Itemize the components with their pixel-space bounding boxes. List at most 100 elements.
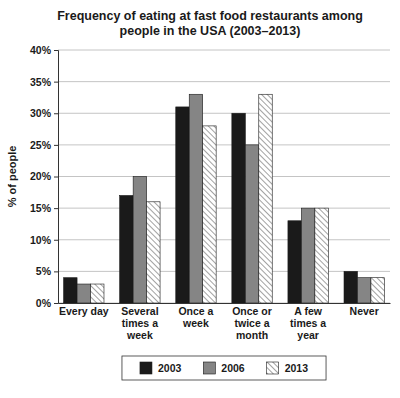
x-tick-label: Every day: [59, 305, 109, 317]
y-tick-label: 5%: [36, 265, 52, 277]
x-axis: Every daySeveraltimes aweekOnce aweekOnc…: [59, 303, 391, 341]
x-tick-label: Once aweek: [178, 305, 213, 329]
legend-swatch: [267, 362, 279, 374]
bar: [189, 94, 202, 303]
grid-line: [58, 113, 390, 114]
x-tick: A fewtimes ayear: [290, 303, 326, 341]
legend-label: 2006: [221, 362, 245, 374]
grid-line: [58, 144, 390, 145]
text-line: people in the USA (2003–2013): [120, 24, 301, 38]
text-line: Several: [121, 305, 158, 317]
y-tick-label: 15%: [30, 202, 52, 214]
legend-label: 2003: [158, 362, 182, 374]
text-line: week: [182, 317, 209, 329]
legend-swatch: [140, 362, 152, 374]
legend-swatch: [203, 362, 215, 374]
legend-box: [122, 356, 326, 380]
bar: [232, 113, 245, 303]
text-line: Once a: [178, 305, 213, 317]
text-line: Never: [350, 305, 379, 317]
bar: [301, 208, 314, 303]
y-axis-line: [54, 51, 59, 304]
bar: [147, 202, 160, 303]
grid-line: [58, 271, 390, 272]
y-axis-title: % of people: [6, 146, 18, 208]
bar: [120, 195, 133, 303]
bar: [176, 107, 189, 303]
grid-line: [58, 208, 390, 209]
x-tick-label: A fewtimes ayear: [290, 305, 326, 341]
x-axis-line: [59, 303, 391, 304]
grid: [58, 50, 390, 303]
text-line: Every day: [59, 305, 109, 317]
x-tick-label: Never: [350, 305, 379, 317]
y-tick: 20%: [30, 170, 58, 182]
bar: [371, 278, 384, 303]
grid-line: [58, 176, 390, 177]
bar: [288, 221, 301, 303]
bar: [133, 177, 146, 304]
y-tick-mark: [54, 303, 58, 304]
legend-item: 2006: [203, 362, 245, 374]
grid-line: [58, 303, 390, 304]
text-line: times a: [122, 317, 158, 329]
text-line: times a: [290, 317, 326, 329]
y-tick: 5%: [36, 265, 58, 277]
bar: [77, 284, 90, 303]
text-line: Once or: [232, 305, 272, 317]
x-tick: Never: [350, 303, 379, 317]
text-line: month: [236, 329, 268, 341]
chart-title: Frequency of eating at fast food restaur…: [57, 9, 363, 38]
legend-label: 2013: [285, 362, 309, 374]
y-tick-mark: [54, 177, 58, 178]
x-tick: Once aweek: [178, 303, 213, 329]
legend: 2003 2006 2013: [122, 356, 326, 380]
plot-area: 0% 5% 10% 15% 20% 25% 30% 35% 40% Every day Severa…: [30, 44, 391, 341]
y-tick-mark: [54, 82, 58, 83]
bar: [259, 94, 272, 303]
grid-line: [58, 239, 390, 240]
y-tick-mark: [54, 240, 58, 241]
y-tick: 40%: [30, 44, 58, 56]
chart-container: Frequency of eating at fast food restaur…: [0, 0, 400, 398]
y-tick-mark: [54, 271, 58, 272]
legend-item: 2013: [267, 362, 309, 374]
y-tick: 25%: [30, 139, 58, 151]
bar: [344, 271, 357, 303]
y-tick-label: 25%: [30, 139, 52, 151]
y-axis: 0% 5% 10% 15% 20% 25% 30% 35% 40%: [30, 44, 59, 309]
bar: [245, 145, 258, 303]
y-tick-label: 40%: [30, 44, 52, 56]
x-tick: Every day: [59, 303, 109, 317]
text-line: twice a: [235, 317, 270, 329]
bar: [315, 208, 328, 303]
bar: [357, 278, 370, 303]
x-tick: Once ortwice amonth: [232, 303, 272, 341]
text-line: Frequency of eating at fast food restaur…: [57, 9, 363, 23]
text-line: A few: [294, 305, 322, 317]
y-tick: 15%: [30, 202, 58, 214]
chart-svg: Frequency of eating at fast food restaur…: [0, 0, 400, 398]
text-line: week: [126, 329, 153, 341]
y-tick-mark: [54, 50, 58, 51]
grid-line: [58, 50, 390, 51]
legend-item: 2003: [140, 362, 182, 374]
y-tick: 35%: [30, 75, 58, 87]
y-tick: 30%: [30, 107, 58, 119]
x-tick: Severaltimes aweek: [121, 303, 158, 341]
y-tick-label: 0%: [36, 297, 52, 309]
text-line: year: [297, 329, 319, 341]
y-tick-label: 30%: [30, 107, 52, 119]
y-tick-label: 35%: [30, 75, 52, 87]
bar: [91, 284, 104, 303]
y-tick-mark: [54, 113, 58, 114]
grid-line: [58, 81, 390, 82]
y-tick-label: 10%: [30, 234, 52, 246]
bar: [64, 278, 77, 303]
y-tick-mark: [54, 208, 58, 209]
bar: [203, 126, 216, 303]
y-tick-mark: [54, 145, 58, 146]
y-tick: 0%: [36, 297, 58, 309]
y-tick-label: 20%: [30, 170, 52, 182]
x-tick-label: Severaltimes aweek: [121, 305, 158, 341]
